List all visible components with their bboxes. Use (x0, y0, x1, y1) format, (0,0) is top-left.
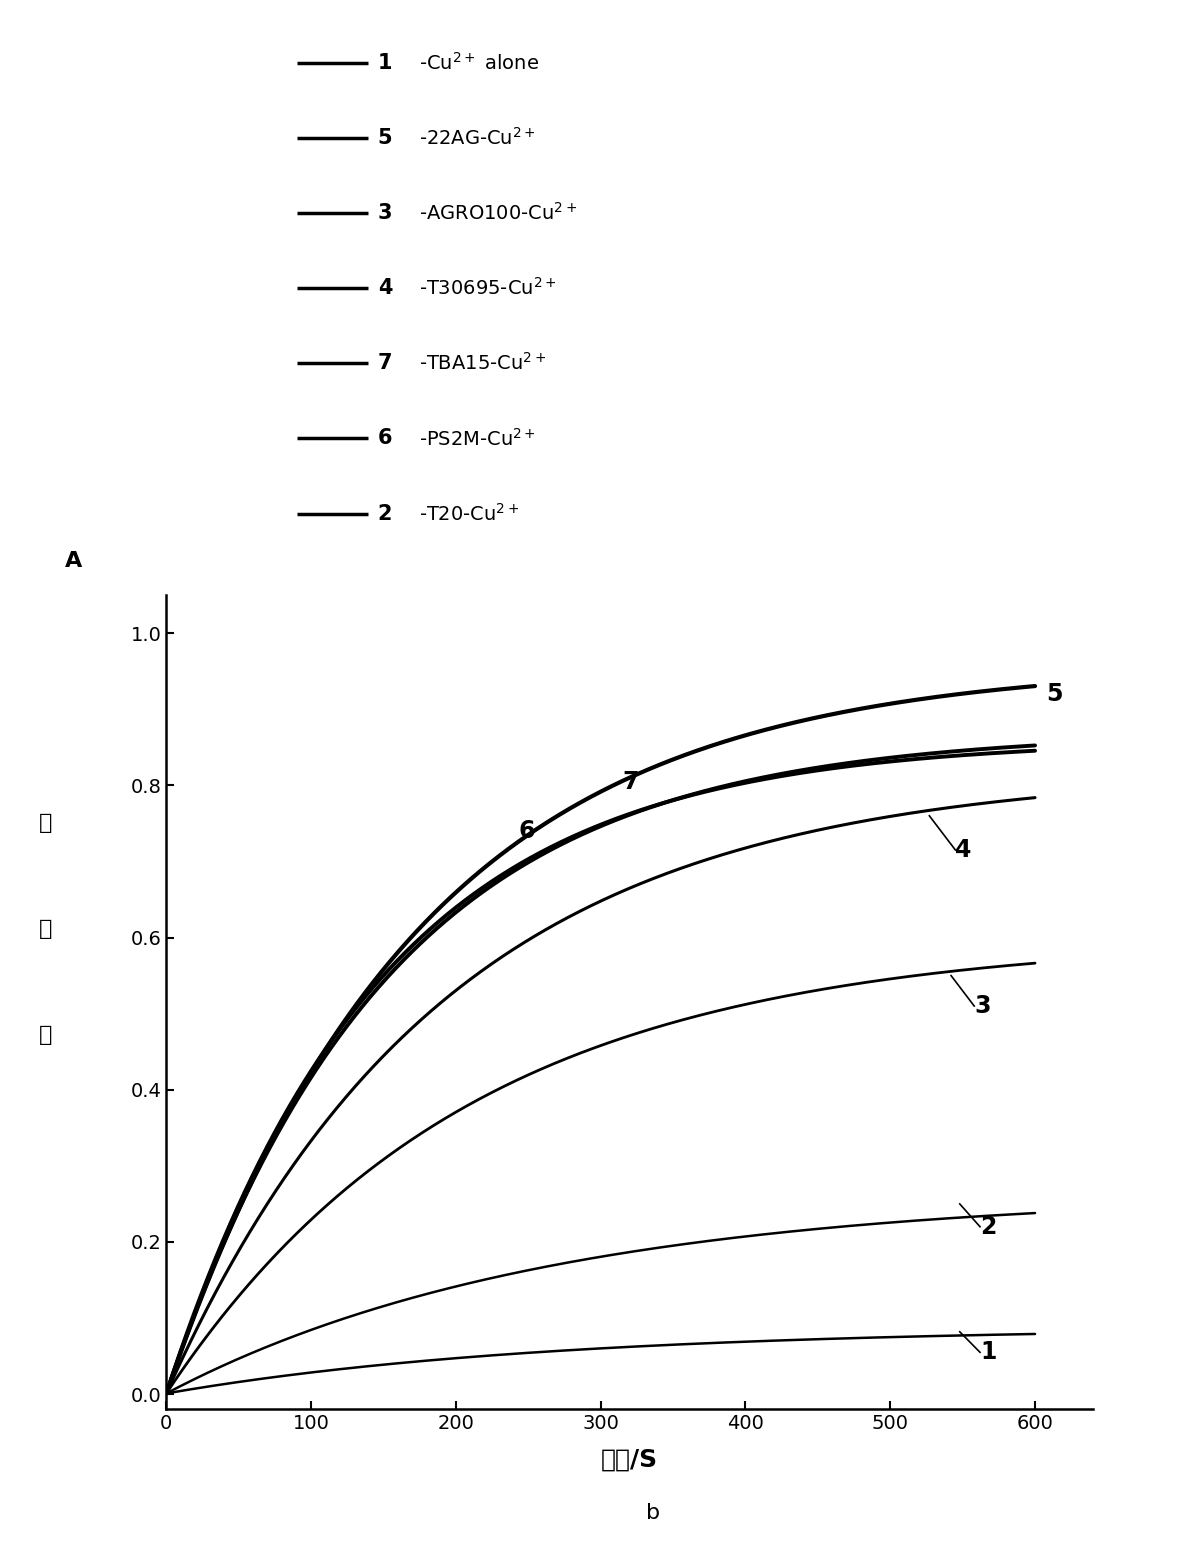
Text: 7: 7 (623, 769, 639, 794)
Text: 2: 2 (980, 1215, 997, 1239)
Text: 吸: 吸 (39, 813, 52, 833)
Text: 3: 3 (974, 994, 991, 1018)
Text: 4: 4 (955, 838, 972, 861)
Text: b: b (646, 1503, 661, 1524)
Text: 5: 5 (378, 128, 392, 147)
Text: 度: 度 (39, 1024, 52, 1045)
Text: -TBA15-Cu$^{2+}$: -TBA15-Cu$^{2+}$ (419, 352, 546, 374)
Text: 2: 2 (378, 504, 392, 523)
X-axis label: 时间/S: 时间/S (601, 1447, 658, 1470)
Text: -T30695-Cu$^{2+}$: -T30695-Cu$^{2+}$ (419, 277, 557, 299)
Text: 6: 6 (518, 819, 535, 843)
Text: 4: 4 (378, 279, 392, 298)
Text: -PS2M-Cu$^{2+}$: -PS2M-Cu$^{2+}$ (419, 428, 536, 449)
Text: -AGRO100-Cu$^{2+}$: -AGRO100-Cu$^{2+}$ (419, 202, 577, 224)
Text: 1: 1 (378, 53, 392, 72)
Text: 1: 1 (980, 1340, 997, 1364)
Text: 光: 光 (39, 919, 52, 940)
Text: 5: 5 (1047, 683, 1063, 706)
Text: 7: 7 (378, 354, 392, 373)
Text: -T20-Cu$^{2+}$: -T20-Cu$^{2+}$ (419, 503, 519, 525)
Text: 6: 6 (378, 429, 392, 448)
Text: -22AG-Cu$^{2+}$: -22AG-Cu$^{2+}$ (419, 127, 536, 149)
Text: 3: 3 (378, 204, 392, 222)
Text: A: A (65, 551, 82, 570)
Text: -Cu$^{2+}$ alone: -Cu$^{2+}$ alone (419, 52, 539, 74)
